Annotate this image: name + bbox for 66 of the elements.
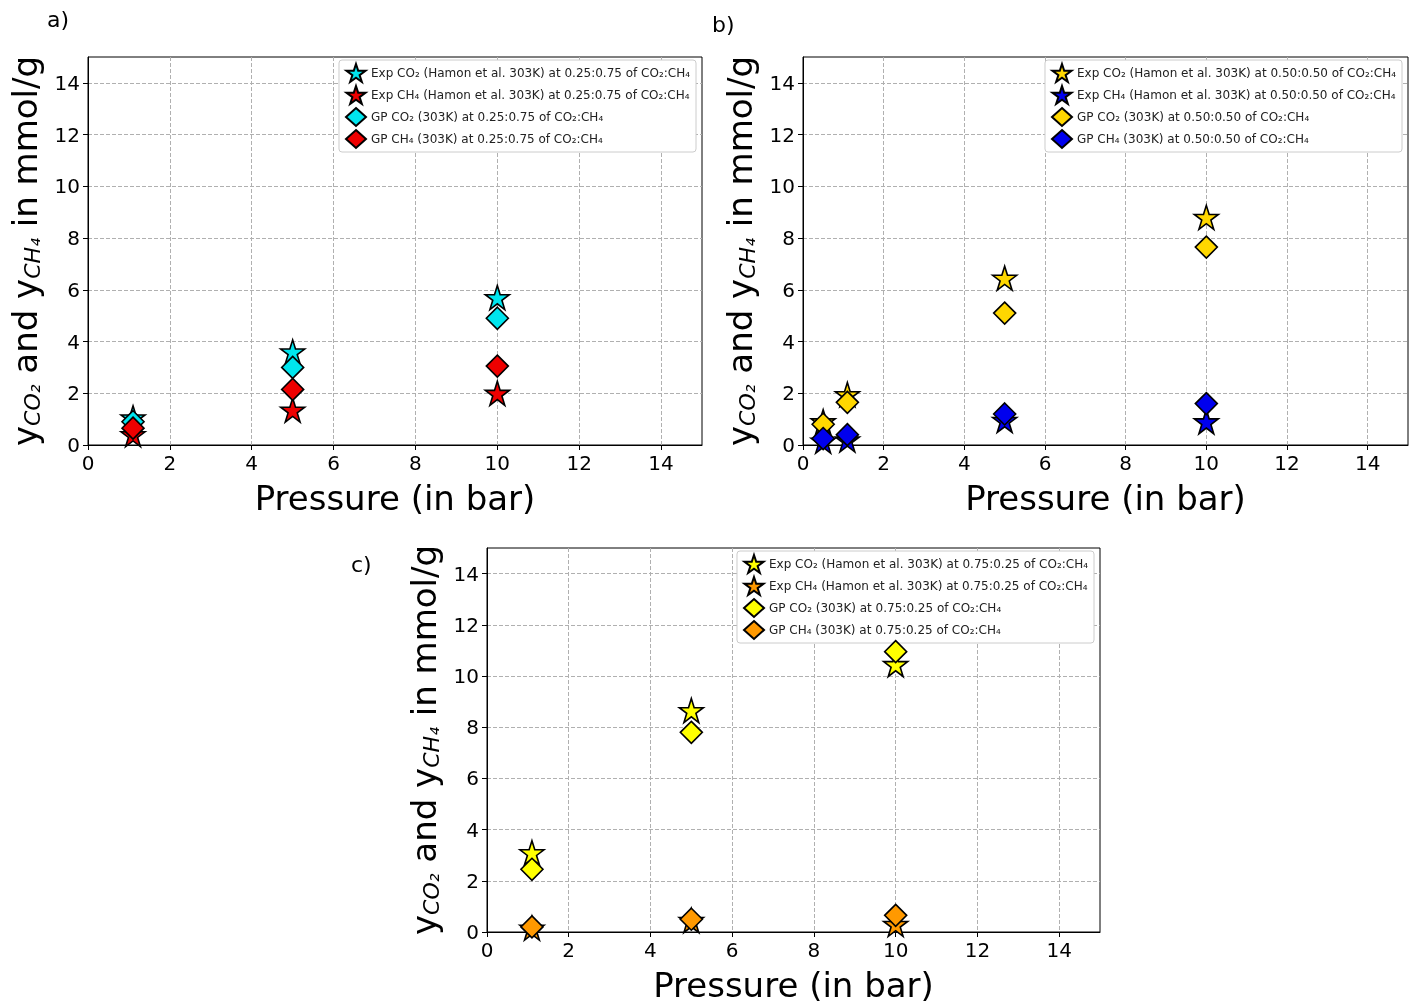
chart-title: c) <box>351 551 372 577</box>
y-tick-label: 0 <box>782 433 795 457</box>
legend-label: Exp CH₄ (Hamon et al. 303K) at 0.50:0.50 of CO₂:CH₄ <box>1077 88 1396 102</box>
y-tick-label: 2 <box>466 868 479 893</box>
legend-label: GP CO₂ (303K) at 0.75:0.25 of CO₂:CH₄ <box>769 601 1002 615</box>
x-tick-label: 4 <box>957 451 971 475</box>
y-axis-title: yCO₂ and yCH₄ in mmol/g <box>720 55 761 447</box>
legend-label: Exp CO₂ (Hamon et al. 303K) at 0.75:0.25 of CO₂:CH₄ <box>769 557 1089 571</box>
x-tick-label: 2 <box>877 451 891 475</box>
legend-label: GP CO₂ (303K) at 0.25:0.75 of CO₂:CH₄ <box>371 110 604 124</box>
y-tick-label: 6 <box>67 277 80 302</box>
x-tick-label: 14 <box>1354 451 1381 475</box>
y-tick-label: 6 <box>782 277 795 302</box>
x-tick-label: 2 <box>562 938 576 962</box>
x-tick-label: 4 <box>245 451 259 475</box>
y-tick-label: 14 <box>453 561 479 586</box>
y-tick-label: 12 <box>769 122 795 147</box>
y-tick-label: 6 <box>466 766 479 791</box>
x-tick-label: 12 <box>566 451 592 475</box>
y-tick-label: 0 <box>466 920 479 944</box>
x-tick-label: 6 <box>327 451 340 475</box>
chart-title: a) <box>47 6 70 32</box>
x-tick-label: 10 <box>882 938 909 962</box>
x-tick-label: 14 <box>1046 938 1072 962</box>
legend-label: Exp CH₄ (Hamon et al. 303K) at 0.25:0.75 of CO₂:CH₄ <box>371 88 690 102</box>
x-tick-label: 12 <box>1274 451 1300 475</box>
x-tick-label: 4 <box>644 938 657 962</box>
y-tick-label: 10 <box>453 664 479 688</box>
x-tick-label: 2 <box>163 451 177 475</box>
y-tick-label: 2 <box>67 381 80 406</box>
x-tick-label: 8 <box>807 938 821 962</box>
legend-label: Exp CO₂ (Hamon et al. 303K) at 0.50:0.50 of CO₂:CH₄ <box>1077 66 1397 80</box>
x-tick-label: 8 <box>409 451 422 475</box>
x-tick-label: 10 <box>1193 451 1220 475</box>
x-tick-label: 12 <box>964 938 991 962</box>
y-tick-label: 2 <box>782 381 795 406</box>
x-tick-label: 8 <box>1119 451 1133 475</box>
y-tick-label: 8 <box>67 226 80 251</box>
legend-label: GP CO₂ (303K) at 0.50:0.50 of CO₂:CH₄ <box>1077 110 1310 124</box>
y-tick-label: 12 <box>453 612 479 637</box>
x-axis-title: Pressure (in bar) <box>254 478 536 518</box>
y-tick-label: 14 <box>769 70 795 95</box>
y-tick-label: 10 <box>54 174 80 199</box>
y-axis-title: yCO₂ and yCH₄ in mmol/g <box>404 544 445 936</box>
y-axis-title: yCO₂ and yCH₄ in mmol/g <box>5 55 46 447</box>
legend-label: GP CH₄ (303K) at 0.75:0.25 of CO₂:CH₄ <box>769 623 1001 637</box>
y-tick-label: 10 <box>769 174 795 199</box>
legend-label: Exp CH₄ (Hamon et al. 303K) at 0.75:0.25 of CO₂:CH₄ <box>769 579 1088 593</box>
y-tick-label: 8 <box>782 226 795 251</box>
legend-label: Exp CO₂ (Hamon et al. 303K) at 0.25:0.75 of CO₂:CH₄ <box>371 66 691 80</box>
legend-label: GP CH₄ (303K) at 0.50:0.50 of CO₂:CH₄ <box>1077 132 1309 146</box>
y-tick-label: 14 <box>54 70 80 95</box>
y-tick-label: 4 <box>67 329 80 354</box>
x-tick-label: 10 <box>484 451 511 475</box>
x-axis-title: Pressure (in bar) <box>653 965 934 1005</box>
y-tick-label: 4 <box>782 329 795 354</box>
chart-title: b) <box>712 11 735 37</box>
x-axis-title: Pressure (in bar) <box>965 478 1246 518</box>
x-tick-label: 6 <box>1038 451 1052 475</box>
y-tick-label: 8 <box>466 715 479 740</box>
legend-label: GP CH₄ (303K) at 0.25:0.75 of CO₂:CH₄ <box>371 132 603 146</box>
y-tick-label: 12 <box>54 122 80 147</box>
y-tick-label: 0 <box>67 433 80 457</box>
x-tick-label: 14 <box>648 451 674 475</box>
x-tick-label: 6 <box>725 938 739 962</box>
y-tick-label: 4 <box>466 817 479 842</box>
